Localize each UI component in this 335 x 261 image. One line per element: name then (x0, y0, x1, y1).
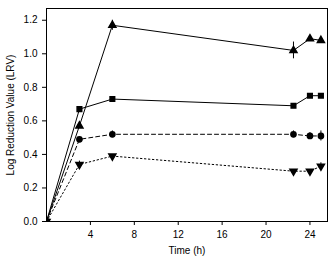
svg-text:1.0: 1.0 (24, 48, 38, 59)
svg-text:Time (h): Time (h) (169, 245, 206, 256)
svg-text:0.2: 0.2 (24, 182, 38, 193)
svg-text:0.0: 0.0 (24, 216, 38, 227)
svg-text:1.2: 1.2 (24, 14, 38, 25)
svg-text:Log Reduction Value (LRV): Log Reduction Value (LRV) (5, 55, 16, 176)
svg-text:4: 4 (88, 229, 94, 240)
svg-text:0.4: 0.4 (24, 149, 38, 160)
svg-text:0.6: 0.6 (24, 115, 38, 126)
svg-text:20: 20 (260, 229, 272, 240)
svg-text:12: 12 (173, 229, 185, 240)
svg-text:0.8: 0.8 (24, 82, 38, 93)
svg-text:8: 8 (132, 229, 138, 240)
svg-text:24: 24 (304, 229, 316, 240)
svg-text:16: 16 (217, 229, 229, 240)
